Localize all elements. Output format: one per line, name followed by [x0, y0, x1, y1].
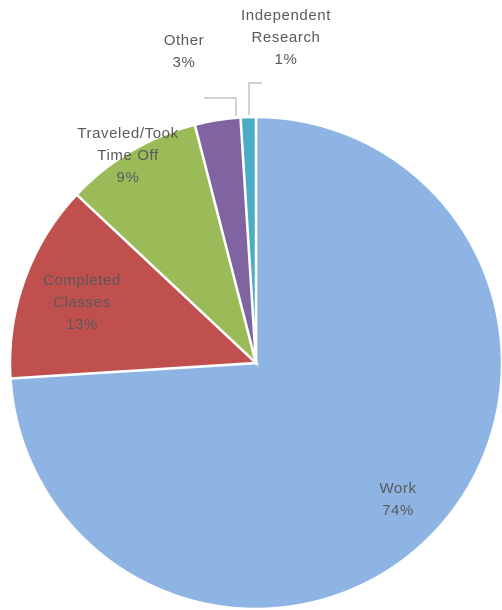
label-line: Traveled/Took [77, 125, 178, 142]
label-line: Work [379, 480, 416, 497]
value-label: 3% [173, 54, 196, 71]
label-line: Time Off [97, 147, 159, 164]
slice-label: Other [164, 32, 205, 49]
pie-slice [74, 123, 259, 367]
value-label: 9% [117, 169, 140, 186]
label-line: Other [164, 32, 205, 49]
label-line: Classes [53, 294, 111, 311]
value-label: 1% [275, 51, 298, 68]
label-line: Independent [241, 7, 331, 24]
leader-line [248, 82, 262, 115]
label-line: Completed [43, 272, 121, 289]
slice-label: Completed Classes [43, 272, 121, 311]
slice-label: Work [379, 480, 416, 497]
slice-label: Independent Research [241, 7, 331, 46]
label-line: Research [252, 29, 321, 46]
leader-line [204, 97, 237, 116]
value-label: 74% [382, 502, 414, 519]
value-label: 13% [66, 316, 98, 333]
slice-label: Traveled/Took Time Off [77, 125, 178, 164]
pie-slice [239, 115, 258, 364]
pie-slice [8, 192, 259, 380]
